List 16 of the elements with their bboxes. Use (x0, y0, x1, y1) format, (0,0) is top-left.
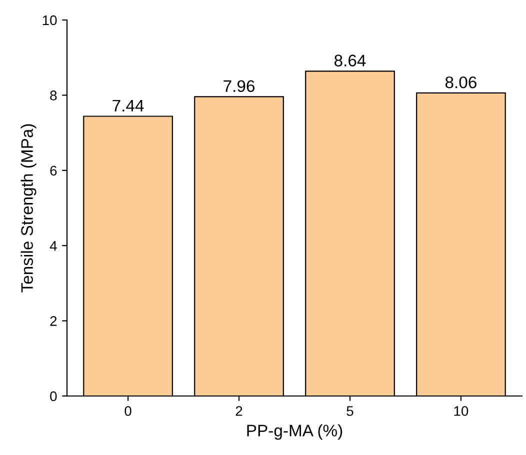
y-tick-label: 8 (50, 90, 57, 100)
x-tick-label: 0 (124, 406, 132, 416)
data-label: 8.06 (445, 76, 476, 88)
data-label: 8.64 (334, 54, 366, 66)
data-label: 7.44 (112, 100, 144, 112)
y-tick-label: 2 (50, 316, 57, 326)
y-tick-label: 0 (50, 391, 57, 402)
y-tick-label: 6 (50, 166, 57, 176)
x-axis-title: PP-g-MA (%) (247, 424, 342, 440)
y-tick-label: 10 (42, 15, 57, 26)
y-axis-title: Tensile Strength (MPa) (20, 124, 36, 292)
data-label: 7.96 (224, 80, 254, 92)
y-tick-label: 4 (50, 241, 57, 251)
x-tick-label: 10 (454, 406, 468, 416)
x-tick-label: 5 (346, 406, 354, 416)
x-tick-label: 2 (236, 406, 242, 416)
